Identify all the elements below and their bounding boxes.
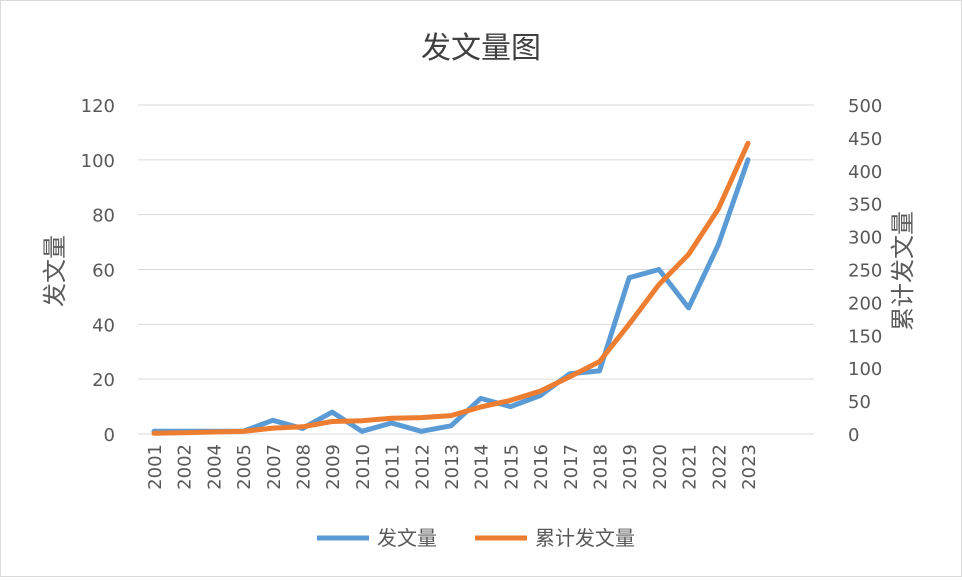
left-tick-label: 0 <box>104 425 115 446</box>
left-tick-label: 40 <box>92 315 115 336</box>
right-tick-label: 250 <box>848 261 882 282</box>
x-tick-label: 2010 <box>353 444 374 490</box>
x-tick-label: 2016 <box>531 444 552 490</box>
x-tick-label: 2014 <box>472 444 493 490</box>
x-tick-label: 2004 <box>204 444 225 490</box>
x-axis-ticks: 2001 2002 2004 2005 2007 2008 2009 2010 2011 2012… <box>145 444 760 490</box>
x-tick-label: 2023 <box>739 444 760 490</box>
left-axis-ticks: 0 20 40 60 80 100 120 <box>81 96 115 446</box>
series-lines <box>151 140 751 436</box>
gridlines <box>138 104 814 435</box>
right-tick-label: 450 <box>848 129 882 150</box>
x-tick-label: 2020 <box>650 444 671 490</box>
x-tick-label: 2001 <box>145 444 166 490</box>
right-tick-label: 200 <box>848 293 882 314</box>
legend: 发文量 累计发文量 <box>317 526 635 550</box>
series-line-2 <box>151 140 751 436</box>
x-tick-label: 2012 <box>412 444 433 490</box>
x-tick-label: 2013 <box>442 444 463 490</box>
legend-label-series-2: 累计发文量 <box>535 526 635 550</box>
right-tick-label: 300 <box>848 228 882 249</box>
x-tick-label: 2002 <box>175 444 196 490</box>
x-tick-label: 2021 <box>680 444 701 490</box>
x-tick-label: 2015 <box>501 444 522 490</box>
left-tick-label: 20 <box>92 370 115 391</box>
right-tick-label: 0 <box>848 425 859 446</box>
left-tick-label: 80 <box>92 206 115 227</box>
x-tick-label: 2008 <box>294 444 315 490</box>
right-axis-label: 累计发文量 <box>889 211 917 331</box>
right-tick-label: 400 <box>848 162 882 183</box>
right-tick-label: 50 <box>848 392 871 413</box>
x-tick-label: 2022 <box>709 444 730 490</box>
chart-title: 发文量图 <box>421 31 541 66</box>
x-tick-label: 2007 <box>264 444 285 490</box>
x-tick-label: 2019 <box>620 444 641 490</box>
x-tick-label: 2005 <box>234 444 255 490</box>
x-tick-label: 2011 <box>383 444 404 490</box>
left-axis-label: 发文量 <box>41 235 69 307</box>
x-tick-label: 2009 <box>323 444 344 490</box>
series-line-1 <box>151 157 751 434</box>
right-tick-label: 350 <box>848 195 882 216</box>
x-tick-label: 2017 <box>561 444 582 490</box>
left-tick-label: 60 <box>92 261 115 282</box>
right-tick-label: 150 <box>848 326 882 347</box>
right-tick-label: 500 <box>848 96 882 117</box>
legend-label-series-1: 发文量 <box>377 526 437 550</box>
left-tick-label: 100 <box>81 151 115 172</box>
x-tick-label: 2018 <box>591 444 612 490</box>
left-tick-label: 120 <box>81 96 115 117</box>
right-axis-ticks: 0 50 100 150 200 250 300 350 400 450 500 <box>848 96 882 446</box>
right-tick-label: 100 <box>848 359 882 380</box>
